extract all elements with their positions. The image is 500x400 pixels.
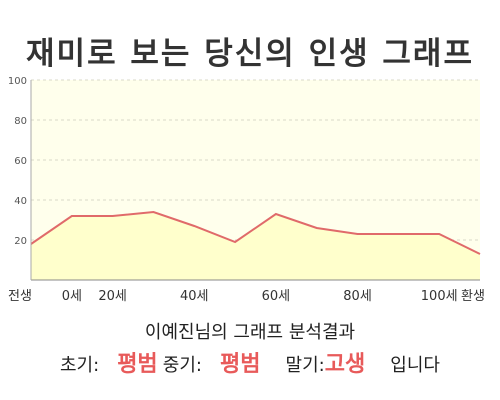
stage-results: 초기: 평범 중기: 평범 말기:고생 입니다 xyxy=(0,346,500,378)
x-tick-label: 80세 xyxy=(343,289,372,304)
x-tick-labels: 전생 0세 20세 40세 60세 80세 100세 환생 xyxy=(8,289,485,304)
series-area-fill xyxy=(31,212,480,280)
analysis-summary: 이예진님의 그래프 분석결과 xyxy=(144,322,356,343)
x-tick-label: 60세 xyxy=(262,289,291,304)
early-stage-label: 초기: xyxy=(60,355,100,376)
early-stage-value: 평범 xyxy=(117,352,158,377)
chart-title: 재미로 보는 당신의 인생 그래프 xyxy=(26,36,474,72)
x-tick-label: 환생 xyxy=(461,289,485,304)
x-tick-label: 전생 xyxy=(8,289,32,304)
y-tick-label: 60 xyxy=(14,156,27,167)
middle-stage-value: 평범 xyxy=(219,352,261,377)
x-tick-label: 40세 xyxy=(180,289,209,304)
y-tick-label: 40 xyxy=(14,196,27,207)
ending-text: 입니다 xyxy=(390,355,440,376)
y-tick-label: 20 xyxy=(14,236,27,247)
late-stage-label: 말기: xyxy=(285,355,325,376)
x-tick-label: 0세 xyxy=(62,289,82,304)
y-tick-labels: 20 40 60 80 100 xyxy=(8,76,27,247)
series-line xyxy=(30,210,481,255)
late-stage-value: 고생 xyxy=(324,352,366,377)
y-tick-label: 80 xyxy=(14,116,27,127)
x-tick-label: 100세 xyxy=(421,289,458,304)
middle-stage-label: 중기: xyxy=(162,355,202,376)
x-tick-label: 20세 xyxy=(98,289,127,304)
y-tick-label: 100 xyxy=(8,76,27,87)
